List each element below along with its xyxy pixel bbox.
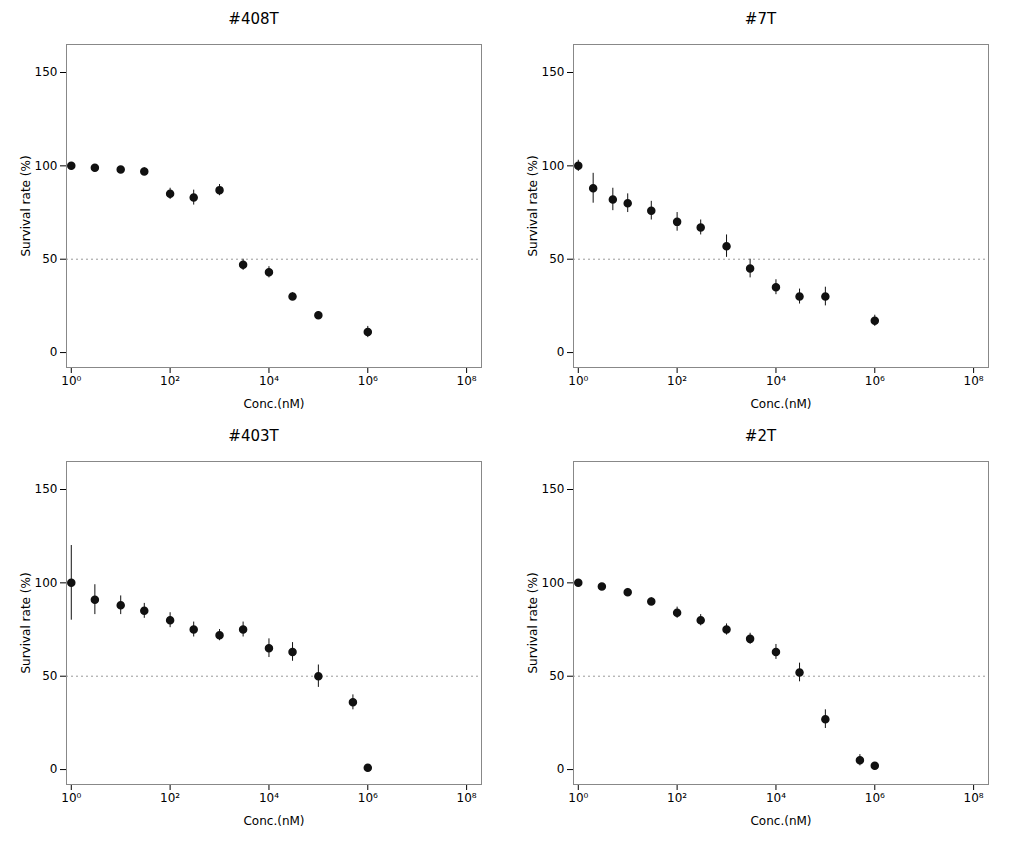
svg-text:150: 150 [542, 482, 565, 496]
svg-text:10⁰: 10⁰ [61, 791, 81, 805]
html-text:#403T: #403T [228, 427, 279, 445]
svg-text:Survival rate (%): Survival rate (%) [19, 572, 33, 673]
svg-text:Conc.(nM): Conc.(nM) [750, 814, 811, 828]
svg-text:Conc.(nM): Conc.(nM) [243, 814, 304, 828]
svg-text:10⁶: 10⁶ [358, 791, 378, 805]
svg-text:50: 50 [549, 669, 564, 683]
svg-text:10⁸: 10⁸ [964, 791, 984, 805]
svg-text:10⁴: 10⁴ [259, 791, 279, 805]
svg-text:10²: 10² [667, 791, 687, 805]
svg-text:10⁰: 10⁰ [61, 374, 81, 388]
svg-text:Survival rate (%): Survival rate (%) [526, 572, 540, 673]
svg-text:0: 0 [50, 345, 58, 359]
svg-text:Conc.(nM): Conc.(nM) [750, 397, 811, 411]
svg-text:100: 100 [35, 159, 58, 173]
svg-text:10⁴: 10⁴ [766, 791, 786, 805]
svg-text:150: 150 [35, 65, 58, 79]
svg-text:100: 100 [35, 576, 58, 590]
svg-text:Conc.(nM): Conc.(nM) [243, 397, 304, 411]
svg-text:Survival rate (%): Survival rate (%) [19, 155, 33, 256]
svg-text:150: 150 [542, 65, 565, 79]
svg-text:0: 0 [50, 762, 58, 776]
svg-text:50: 50 [42, 252, 57, 266]
svg-text:10⁶: 10⁶ [865, 374, 885, 388]
svg-text:Survival rate (%): Survival rate (%) [526, 155, 540, 256]
svg-text:10⁴: 10⁴ [259, 374, 279, 388]
svg-text:10⁸: 10⁸ [457, 374, 477, 388]
svg-text:100: 100 [542, 576, 565, 590]
svg-text:10⁴: 10⁴ [766, 374, 786, 388]
svg-text:10⁰: 10⁰ [568, 791, 588, 805]
html-text:#2T: #2T [744, 427, 777, 445]
svg-text:0: 0 [557, 345, 565, 359]
svg-text:10⁶: 10⁶ [865, 791, 885, 805]
html-text:#7T: #7T [744, 10, 777, 28]
svg-text:10⁸: 10⁸ [964, 374, 984, 388]
svg-text:50: 50 [42, 669, 57, 683]
html-text:#408T: #408T [228, 10, 279, 28]
svg-text:150: 150 [35, 482, 58, 496]
svg-text:100: 100 [542, 159, 565, 173]
svg-text:10²: 10² [667, 374, 687, 388]
svg-text:10⁶: 10⁶ [358, 374, 378, 388]
svg-text:0: 0 [557, 762, 565, 776]
svg-text:10²: 10² [160, 791, 180, 805]
svg-text:10⁸: 10⁸ [457, 791, 477, 805]
svg-text:50: 50 [549, 252, 564, 266]
svg-text:10²: 10² [160, 374, 180, 388]
svg-text:10⁰: 10⁰ [568, 374, 588, 388]
